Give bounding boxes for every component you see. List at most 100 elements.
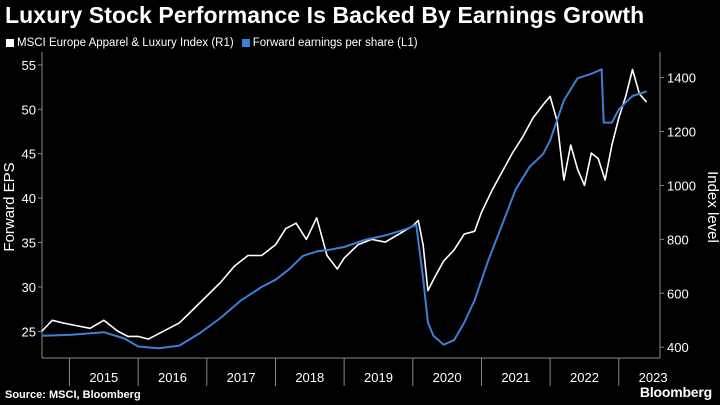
point-index: [168, 327, 170, 329]
point-index: [326, 254, 328, 257]
point-index: [336, 268, 338, 270]
point-eps: [274, 279, 277, 281]
point-eps: [405, 228, 407, 230]
left-tick-label: 35: [22, 236, 36, 251]
point-index: [206, 295, 208, 297]
point-eps: [288, 268, 290, 270]
point-eps: [68, 334, 71, 336]
point-index: [583, 184, 586, 186]
series-line-index: [41, 68, 647, 340]
point-index: [427, 290, 429, 292]
point-index: [103, 319, 105, 321]
point-eps: [137, 345, 139, 348]
point-eps: [577, 77, 579, 79]
right-tick-label: 800: [667, 232, 689, 247]
point-index: [127, 335, 129, 337]
point-index: [645, 101, 647, 103]
point-eps: [618, 108, 620, 110]
point-eps: [41, 335, 43, 337]
point-index: [432, 279, 434, 281]
point-index: [295, 222, 297, 224]
point-index: [570, 144, 572, 146]
legend: MSCI Europe Apparel & Luxury Index (R1) …: [6, 37, 426, 49]
point-index: [219, 281, 222, 284]
right-tick-label: 1000: [667, 178, 696, 193]
point-index: [577, 168, 579, 170]
point-index: [357, 244, 359, 246]
point-index: [463, 233, 465, 235]
left-tick-label: 30: [22, 280, 36, 295]
point-index: [631, 68, 634, 71]
point-index: [611, 144, 613, 146]
legend-item-eps: Forward earnings per share (L1): [241, 37, 418, 49]
source-note: Source: MSCI, Bloomberg: [5, 389, 141, 401]
point-eps: [542, 153, 544, 155]
point-index: [178, 322, 180, 324]
point-index: [316, 217, 318, 219]
point-index: [384, 241, 386, 243]
point-index: [590, 152, 592, 154]
chart-title: Luxury Stock Performance Is Backed By Ea…: [5, 2, 645, 28]
left-tick-label: 40: [22, 191, 36, 206]
point-eps: [515, 188, 517, 190]
point-index: [501, 171, 503, 173]
point-index: [261, 254, 263, 257]
point-index: [89, 327, 91, 329]
point-index: [604, 179, 606, 181]
point-eps: [601, 68, 603, 70]
point-eps: [384, 234, 386, 236]
point-index: [75, 325, 77, 327]
x-tick-label: 2022: [570, 370, 599, 385]
point-index: [116, 330, 119, 332]
point-index: [549, 95, 551, 97]
point-eps: [427, 321, 429, 324]
point-index: [305, 238, 307, 240]
point-index: [62, 322, 64, 324]
left-tick-label: 50: [22, 102, 36, 117]
point-eps: [463, 321, 465, 324]
point-eps: [219, 317, 222, 319]
point-index: [597, 157, 599, 160]
x-tick-label: 2016: [158, 370, 187, 385]
point-eps: [645, 90, 647, 93]
point-index: [511, 152, 513, 154]
point-index: [480, 211, 483, 213]
point-eps: [603, 122, 605, 124]
legend-swatch-eps: [241, 39, 250, 47]
point-eps: [240, 299, 242, 301]
point-eps: [611, 122, 613, 124]
point-eps: [261, 286, 263, 288]
point-index: [491, 190, 493, 192]
x-tick-label: 2023: [639, 370, 668, 385]
point-index: [285, 228, 287, 230]
x-tick-label: 2017: [227, 370, 256, 385]
x-tick-label: 2020: [433, 370, 462, 385]
point-index: [532, 117, 534, 119]
point-eps: [103, 331, 105, 333]
point-index: [417, 219, 419, 222]
point-eps: [123, 337, 125, 340]
series-line-eps: [41, 68, 647, 350]
bloomberg-logo: Bloomberg: [639, 384, 712, 400]
point-index: [563, 179, 565, 181]
point-eps: [316, 250, 318, 252]
point-index: [147, 338, 149, 340]
point-index: [398, 233, 400, 235]
point-index: [618, 117, 620, 119]
point-index: [51, 319, 53, 321]
point-eps: [453, 339, 455, 341]
point-eps: [158, 347, 160, 349]
point-eps: [549, 139, 551, 141]
point-eps: [415, 224, 417, 226]
legend-label-index: MSCI Europe Apparel & Luxury Index (R1): [17, 37, 234, 49]
point-index: [522, 136, 524, 138]
point-eps: [422, 277, 424, 279]
left-tick-label: 25: [22, 324, 36, 339]
point-index: [41, 330, 43, 332]
point-index: [443, 260, 445, 262]
x-tick-label: 2018: [295, 370, 324, 385]
point-index: [233, 265, 235, 267]
point-eps: [474, 299, 476, 301]
point-eps: [487, 259, 489, 261]
